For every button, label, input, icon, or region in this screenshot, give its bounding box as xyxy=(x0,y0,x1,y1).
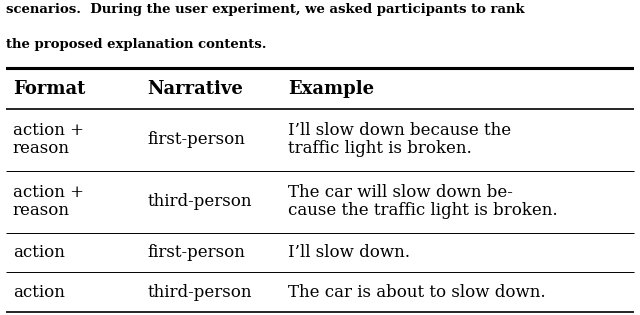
Text: Narrative: Narrative xyxy=(147,80,243,98)
Text: The car will slow down be-: The car will slow down be- xyxy=(288,184,513,201)
Text: action +: action + xyxy=(13,184,84,201)
Text: cause the traffic light is broken.: cause the traffic light is broken. xyxy=(288,203,557,220)
Text: the proposed explanation contents.: the proposed explanation contents. xyxy=(6,38,267,51)
Text: I’ll slow down.: I’ll slow down. xyxy=(288,244,410,261)
Text: action: action xyxy=(13,284,65,301)
Text: third-person: third-person xyxy=(147,284,252,301)
Text: reason: reason xyxy=(13,203,70,220)
Text: The car is about to slow down.: The car is about to slow down. xyxy=(288,284,546,301)
Text: Example: Example xyxy=(288,80,374,98)
Text: reason: reason xyxy=(13,140,70,158)
Text: action +: action + xyxy=(13,122,84,139)
Text: third-person: third-person xyxy=(147,193,252,210)
Text: first-person: first-person xyxy=(147,131,245,148)
Text: action: action xyxy=(13,244,65,261)
Text: Format: Format xyxy=(13,80,85,98)
Text: I’ll slow down because the: I’ll slow down because the xyxy=(288,122,511,139)
Text: first-person: first-person xyxy=(147,244,245,261)
Text: scenarios.  During the user experiment, we asked participants to rank: scenarios. During the user experiment, w… xyxy=(6,3,525,16)
Text: traffic light is broken.: traffic light is broken. xyxy=(288,140,472,158)
